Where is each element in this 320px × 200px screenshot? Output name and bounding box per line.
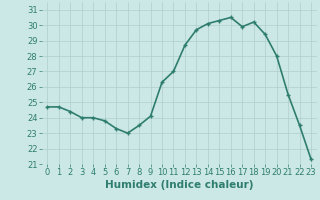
X-axis label: Humidex (Indice chaleur): Humidex (Indice chaleur) <box>105 180 253 190</box>
